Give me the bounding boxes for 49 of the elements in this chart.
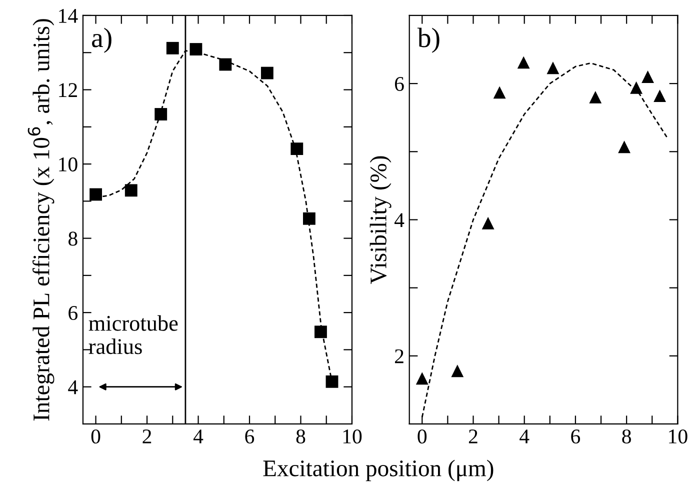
y-axis-title: Integrated PL efficiency (x 10$^{6}$, arb. units)	[28, 19, 54, 421]
y-tick-label: 2	[394, 349, 404, 364]
point	[190, 43, 202, 56]
point	[290, 142, 304, 155]
x-tick-label: 6	[245, 430, 254, 444]
y-tick-label: 4	[68, 380, 78, 394]
x-tick-label: 2	[468, 430, 478, 444]
point	[630, 81, 642, 94]
point	[90, 188, 102, 201]
annotation: b)	[417, 28, 440, 53]
y-axis-title: Visibility (%)	[370, 156, 392, 284]
point	[654, 90, 666, 102]
x-tick-label: 4	[193, 430, 204, 444]
x-tick-label: 0	[418, 429, 427, 444]
annotation: microtube radius	[88, 315, 178, 354]
point	[589, 90, 602, 104]
y-tick-label: 10	[59, 157, 78, 172]
point	[416, 372, 428, 385]
x-tick-label: 6	[571, 430, 580, 444]
x-axis-title: Excitation position (μm)	[263, 460, 494, 482]
point	[154, 108, 168, 120]
point	[493, 86, 506, 99]
point	[219, 58, 232, 71]
point	[546, 62, 560, 74]
x-tick-label: 8	[296, 429, 306, 444]
x-tick-label: 10	[669, 429, 688, 444]
x-tick-label: 4	[520, 430, 530, 444]
y-tick-label: 6	[68, 306, 78, 320]
point	[124, 184, 138, 197]
x-tick-label: 0	[91, 429, 100, 444]
point	[482, 216, 494, 230]
y-tick-label: 8	[68, 232, 78, 246]
point	[166, 42, 179, 54]
point	[618, 140, 630, 154]
point	[517, 56, 530, 69]
y-tick-label: 4	[394, 213, 404, 227]
y-tick-label: 14	[59, 8, 78, 23]
point	[451, 364, 464, 378]
point	[260, 66, 274, 80]
y-tick-label: 12	[59, 83, 77, 97]
x-tick-label: 2	[142, 430, 152, 444]
x-tick-label: 10	[343, 429, 362, 444]
y-tick-label: 6	[394, 76, 404, 91]
point	[326, 375, 338, 388]
point	[302, 212, 316, 225]
point	[314, 326, 327, 338]
point	[642, 70, 654, 83]
annotation: a)	[92, 28, 112, 53]
x-tick-label: 8	[622, 429, 631, 444]
